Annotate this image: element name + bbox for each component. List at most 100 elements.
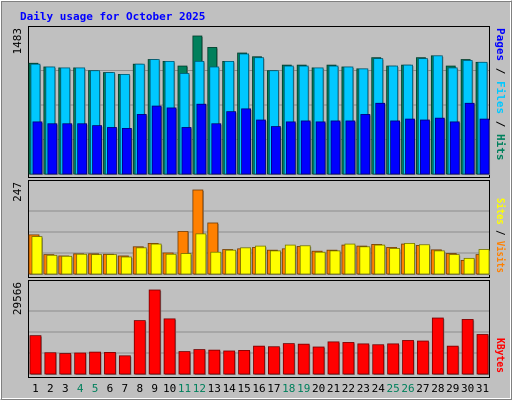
bar-sites-day-3: [61, 255, 73, 275]
bar-kbytes-day-28: [431, 317, 444, 375]
bar-kbytes-day-25: [387, 343, 400, 375]
bar-kbytes-day-14: [223, 350, 236, 375]
legend-item-kbytes: KBytes: [494, 338, 507, 373]
bar-sites-day-23: [359, 246, 371, 275]
bar-kbytes-day-21: [327, 341, 340, 375]
bar-pages-day-17: [271, 126, 281, 175]
bar-kbytes-day-1: [29, 335, 42, 375]
bar-pages-day-19: [300, 120, 311, 175]
bar-kbytes-day-27: [417, 340, 429, 375]
x-tick-label: 18: [282, 382, 295, 395]
bar-pages-day-8: [136, 114, 147, 175]
bar-pages-day-1: [32, 121, 43, 175]
bar-kbytes-day-10: [163, 318, 176, 375]
bar-kbytes-day-18: [282, 343, 295, 375]
y-tick-label: 247: [11, 182, 24, 202]
bar-kbytes-day-16: [253, 345, 265, 375]
legend-item-hits: Hits: [494, 134, 507, 161]
x-tick-label: 29: [446, 382, 459, 395]
bar-pages-day-5: [92, 125, 102, 175]
x-tick-label: 7: [122, 382, 129, 395]
bar-sites-day-14: [225, 249, 237, 275]
bar-kbytes-day-26: [402, 340, 414, 375]
x-tick-label: 28: [431, 382, 444, 395]
bar-pages-day-22: [345, 120, 356, 175]
x-axis: 1 2 3 4 5 6 7 8 9 10 11 12 13 14 15 16 17 18 19 20 21 22 23 24 2…: [32, 382, 489, 395]
bar-kbytes-day-2: [44, 352, 57, 375]
x-tick-label: 15: [237, 382, 250, 395]
bar-sites-day-22: [344, 243, 356, 275]
bar-pages-day-18: [285, 121, 296, 175]
x-tick-label: 30: [461, 382, 474, 395]
bar-kbytes-day-8: [133, 320, 146, 375]
bar-sites-day-25: [389, 248, 401, 275]
x-tick-label: 11: [178, 382, 191, 395]
bar-kbytes-day-3: [59, 353, 72, 375]
x-tick-label: 20: [312, 382, 325, 395]
bar-sites-day-16: [255, 245, 266, 275]
bar-pages-day-13: [211, 123, 222, 175]
y-tick-label: 1483: [11, 28, 24, 55]
bar-kbytes-day-4: [74, 352, 87, 375]
legend-item-sites: Sites: [494, 198, 507, 225]
bar-kbytes-day-17: [268, 346, 280, 375]
bar-sites-day-5: [91, 254, 102, 275]
legend: Pages / Files / Hits Sites / Visits KBytes: [494, 28, 507, 373]
bar-kbytes-day-5: [89, 351, 101, 375]
bar-pages-day-29: [449, 121, 460, 175]
bar-pages-day-16: [256, 119, 266, 175]
panel-hits: 1483: [11, 26, 491, 178]
bar-pages-day-2: [47, 123, 58, 175]
bar-kbytes-day-31: [476, 334, 489, 375]
legend-separator: /: [494, 225, 507, 241]
legend-item-visits: Visits: [494, 241, 507, 273]
x-tick-label: 24: [372, 382, 386, 395]
panel-kbytes: 29566: [11, 280, 490, 378]
bar-sites-day-20: [314, 251, 326, 275]
x-tick-label: 17: [267, 382, 280, 395]
bar-pages-day-31: [479, 118, 490, 175]
bar-pages-day-28: [434, 117, 445, 175]
bar-pages-day-6: [107, 127, 117, 175]
x-tick-label: 4: [77, 382, 84, 395]
bar-pages-day-12: [196, 103, 207, 175]
x-tick-label: 8: [136, 382, 143, 395]
x-tick-label: 27: [416, 382, 429, 395]
x-tick-label: 16: [252, 382, 265, 395]
bar-sites-day-12: [195, 233, 207, 275]
legend-separator: /: [494, 61, 507, 81]
bar-kbytes-day-23: [357, 343, 370, 375]
x-tick-label: 14: [223, 382, 237, 395]
legend-item-files: Files: [494, 81, 507, 114]
bar-sites-day-24: [374, 244, 386, 275]
bar-sites-day-18: [284, 244, 296, 275]
bar-sites-day-2: [46, 254, 58, 275]
bar-kbytes-day-15: [238, 350, 250, 375]
bar-sites-day-7: [120, 256, 132, 275]
bar-pages-day-9: [151, 105, 162, 175]
bar-sites-day-19: [299, 245, 311, 275]
bar-pages-day-27: [420, 119, 430, 175]
bar-pages-day-30: [464, 102, 475, 175]
bar-kbytes-day-11: [178, 351, 191, 375]
x-tick-label: 12: [193, 382, 206, 395]
x-tick-label: 5: [92, 382, 99, 395]
bar-sites-day-8: [135, 247, 147, 275]
bar-sites-day-31: [478, 249, 490, 275]
bar-sites-day-4: [76, 253, 88, 275]
bar-kbytes-day-30: [461, 319, 474, 375]
x-tick-label: 10: [163, 382, 176, 395]
bar-sites-day-9: [150, 243, 162, 275]
bar-kbytes-day-24: [372, 344, 385, 375]
legend-kbytes: KBytes: [494, 338, 507, 373]
y-tick-label: 29566: [11, 282, 24, 315]
legend-item-pages: Pages: [494, 28, 507, 61]
bar-kbytes-day-12: [193, 349, 206, 375]
bar-sites-day-10: [165, 253, 177, 275]
x-tick-label: 2: [47, 382, 54, 395]
bar-kbytes-day-13: [208, 349, 221, 375]
bar-pages-day-15: [241, 108, 251, 175]
bar-pages-day-24: [375, 102, 386, 175]
